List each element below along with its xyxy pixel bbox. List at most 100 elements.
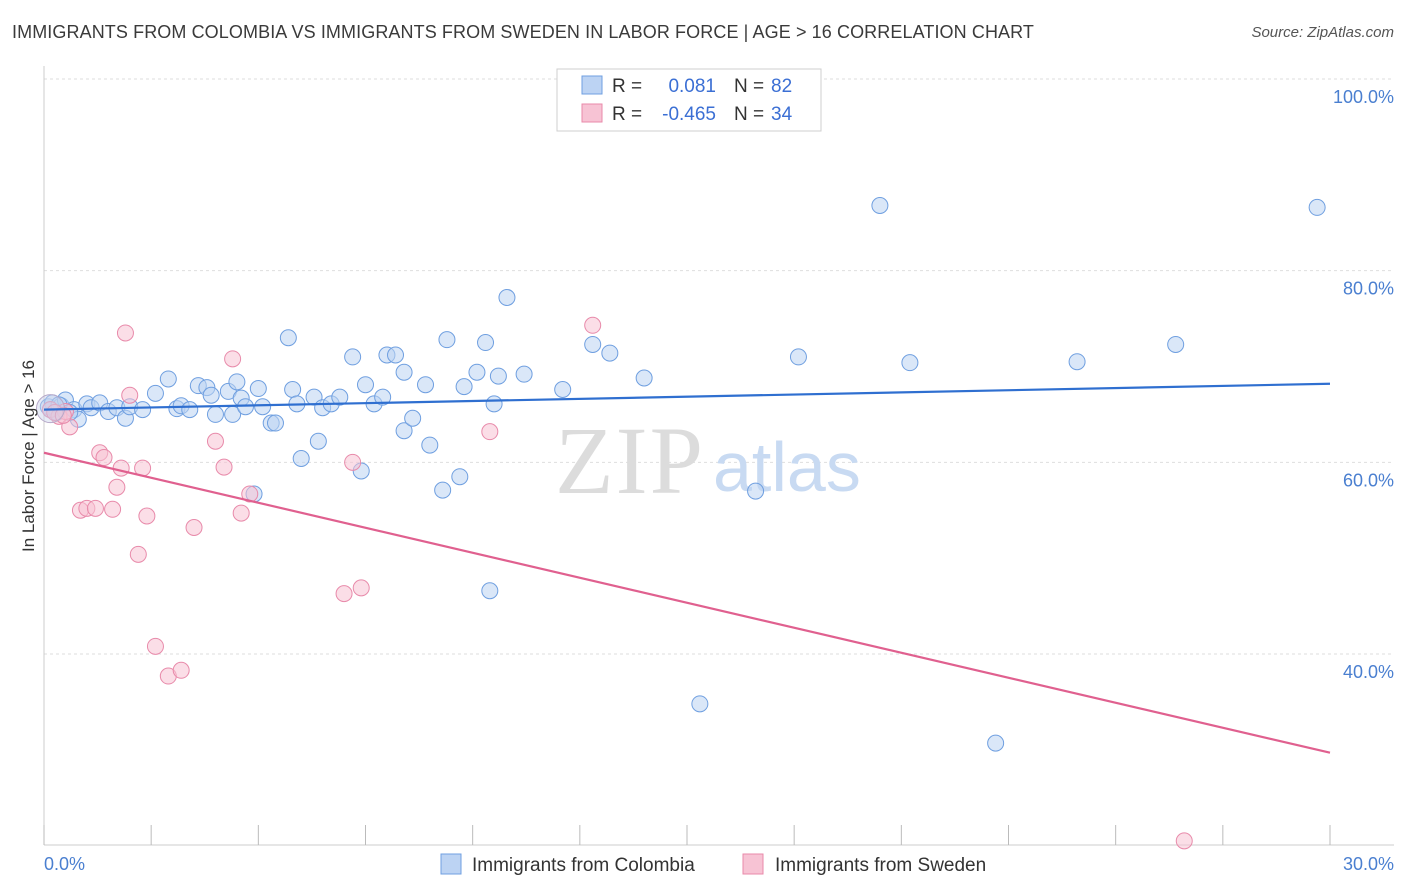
colombia-trend-line bbox=[43, 382, 1331, 411]
bottom-legend: Immigrants from Colombia Immigrants from… bbox=[440, 853, 986, 876]
colombia-point bbox=[498, 289, 516, 306]
colombia-point bbox=[489, 367, 507, 385]
colombia-point bbox=[206, 405, 224, 423]
sweden-point bbox=[172, 661, 190, 679]
legend-r-value-colombia: 0.081 bbox=[668, 76, 716, 97]
sweden-point bbox=[121, 386, 139, 404]
sweden-point bbox=[335, 585, 353, 603]
sweden-point bbox=[116, 324, 134, 342]
colombia-point bbox=[515, 365, 533, 383]
colombia-point bbox=[395, 422, 413, 440]
legend-box: R = 0.081 N = 82 R = -0.465 N = 34 bbox=[556, 68, 822, 132]
legend-n-value-sweden: 34 bbox=[771, 104, 793, 125]
legend-r-value-sweden: -0.465 bbox=[662, 104, 716, 125]
series-colombia-points bbox=[39, 197, 1326, 752]
sweden-point bbox=[481, 423, 499, 441]
colombia-point bbox=[202, 386, 220, 404]
colombia-point bbox=[901, 354, 919, 372]
colombia-point bbox=[228, 373, 246, 391]
sweden-point bbox=[95, 449, 113, 467]
colombia-point bbox=[871, 197, 889, 214]
colombia-point bbox=[1308, 198, 1326, 216]
sweden-point bbox=[146, 637, 164, 655]
sweden-point bbox=[206, 432, 224, 450]
legend-n-label-sweden: N = bbox=[734, 104, 764, 125]
sweden-point bbox=[86, 499, 104, 517]
colombia-point bbox=[344, 348, 362, 366]
colombia-point bbox=[438, 331, 456, 349]
sweden-point bbox=[224, 350, 242, 368]
colombia-point bbox=[395, 363, 413, 381]
legend-r-label-sweden: R = bbox=[612, 104, 642, 125]
sweden-point bbox=[112, 459, 130, 477]
legend-swatch-sweden bbox=[581, 103, 603, 123]
bottom-legend-swatch-sweden bbox=[742, 853, 764, 875]
colombia-point bbox=[789, 348, 807, 366]
colombia-point bbox=[455, 378, 473, 396]
y-axis-label: In Labor Force | Age > 16 bbox=[19, 360, 38, 552]
bottom-legend-label-sweden: Immigrants from Sweden bbox=[775, 855, 986, 876]
colombia-point bbox=[635, 369, 653, 387]
source-label: Source: ZipAtlas.com bbox=[1251, 24, 1394, 41]
colombia-point bbox=[451, 468, 469, 486]
colombia-point bbox=[387, 346, 405, 364]
trend-lines bbox=[43, 382, 1331, 754]
y-tick-label: 60.0% bbox=[1343, 470, 1394, 490]
colombia-point bbox=[279, 329, 297, 347]
colombia-point bbox=[254, 398, 272, 416]
sweden-point bbox=[344, 453, 362, 471]
watermark-atlas: atlas bbox=[713, 428, 861, 506]
legend-n-value-colombia: 82 bbox=[771, 76, 792, 97]
colombia-point bbox=[434, 481, 452, 499]
series-sweden-points bbox=[35, 316, 1193, 850]
sweden-point bbox=[215, 458, 233, 476]
sweden-point bbox=[138, 507, 156, 525]
x-tick-label-min: 0.0% bbox=[44, 854, 85, 874]
colombia-point bbox=[987, 734, 1005, 752]
y-tick-label: 40.0% bbox=[1343, 662, 1394, 682]
colombia-point bbox=[1068, 353, 1086, 371]
colombia-point bbox=[159, 370, 177, 388]
bottom-legend-swatch-colombia bbox=[440, 853, 462, 875]
colombia-point bbox=[601, 344, 619, 362]
sweden-point bbox=[1175, 832, 1193, 850]
colombia-point bbox=[691, 695, 709, 713]
colombia-point bbox=[146, 384, 164, 402]
legend-swatch-colombia bbox=[581, 75, 603, 95]
sweden-point bbox=[129, 545, 147, 563]
sweden-point bbox=[352, 579, 370, 597]
colombia-point bbox=[477, 334, 495, 352]
y-tick-label: 100.0% bbox=[1333, 87, 1394, 107]
colombia-point bbox=[374, 388, 392, 406]
colombia-point bbox=[554, 381, 572, 398]
y-tick-label: 80.0% bbox=[1343, 279, 1394, 299]
colombia-point bbox=[292, 450, 310, 467]
y-tick-labels: 100.0% 80.0% 60.0% 40.0% bbox=[1333, 87, 1394, 682]
colombia-point bbox=[481, 582, 499, 600]
colombia-point bbox=[417, 376, 435, 394]
sweden-point bbox=[185, 519, 203, 536]
colombia-point bbox=[485, 395, 503, 413]
legend-r-label-colombia: R = bbox=[612, 76, 642, 97]
legend-n-label-colombia: N = bbox=[734, 76, 764, 97]
sweden-trend-line bbox=[43, 451, 1331, 754]
colombia-point bbox=[181, 401, 199, 419]
watermark-zip: ZIP bbox=[555, 407, 705, 514]
colombia-point bbox=[249, 380, 267, 398]
colombia-point bbox=[747, 482, 765, 500]
colombia-point bbox=[584, 335, 602, 353]
colombia-point bbox=[331, 388, 349, 406]
sweden-point bbox=[232, 504, 250, 522]
sweden-point bbox=[104, 500, 122, 518]
chart-title: IMMIGRANTS FROM COLOMBIA VS IMMIGRANTS F… bbox=[12, 22, 1035, 42]
colombia-point bbox=[421, 436, 439, 454]
sweden-point bbox=[584, 316, 602, 334]
colombia-point bbox=[266, 414, 284, 432]
watermark: ZIP atlas bbox=[555, 407, 861, 514]
colombia-point bbox=[468, 363, 486, 381]
colombia-point bbox=[309, 432, 327, 450]
sweden-point bbox=[108, 478, 126, 496]
colombia-point bbox=[357, 376, 374, 394]
colombia-point bbox=[1167, 335, 1185, 353]
